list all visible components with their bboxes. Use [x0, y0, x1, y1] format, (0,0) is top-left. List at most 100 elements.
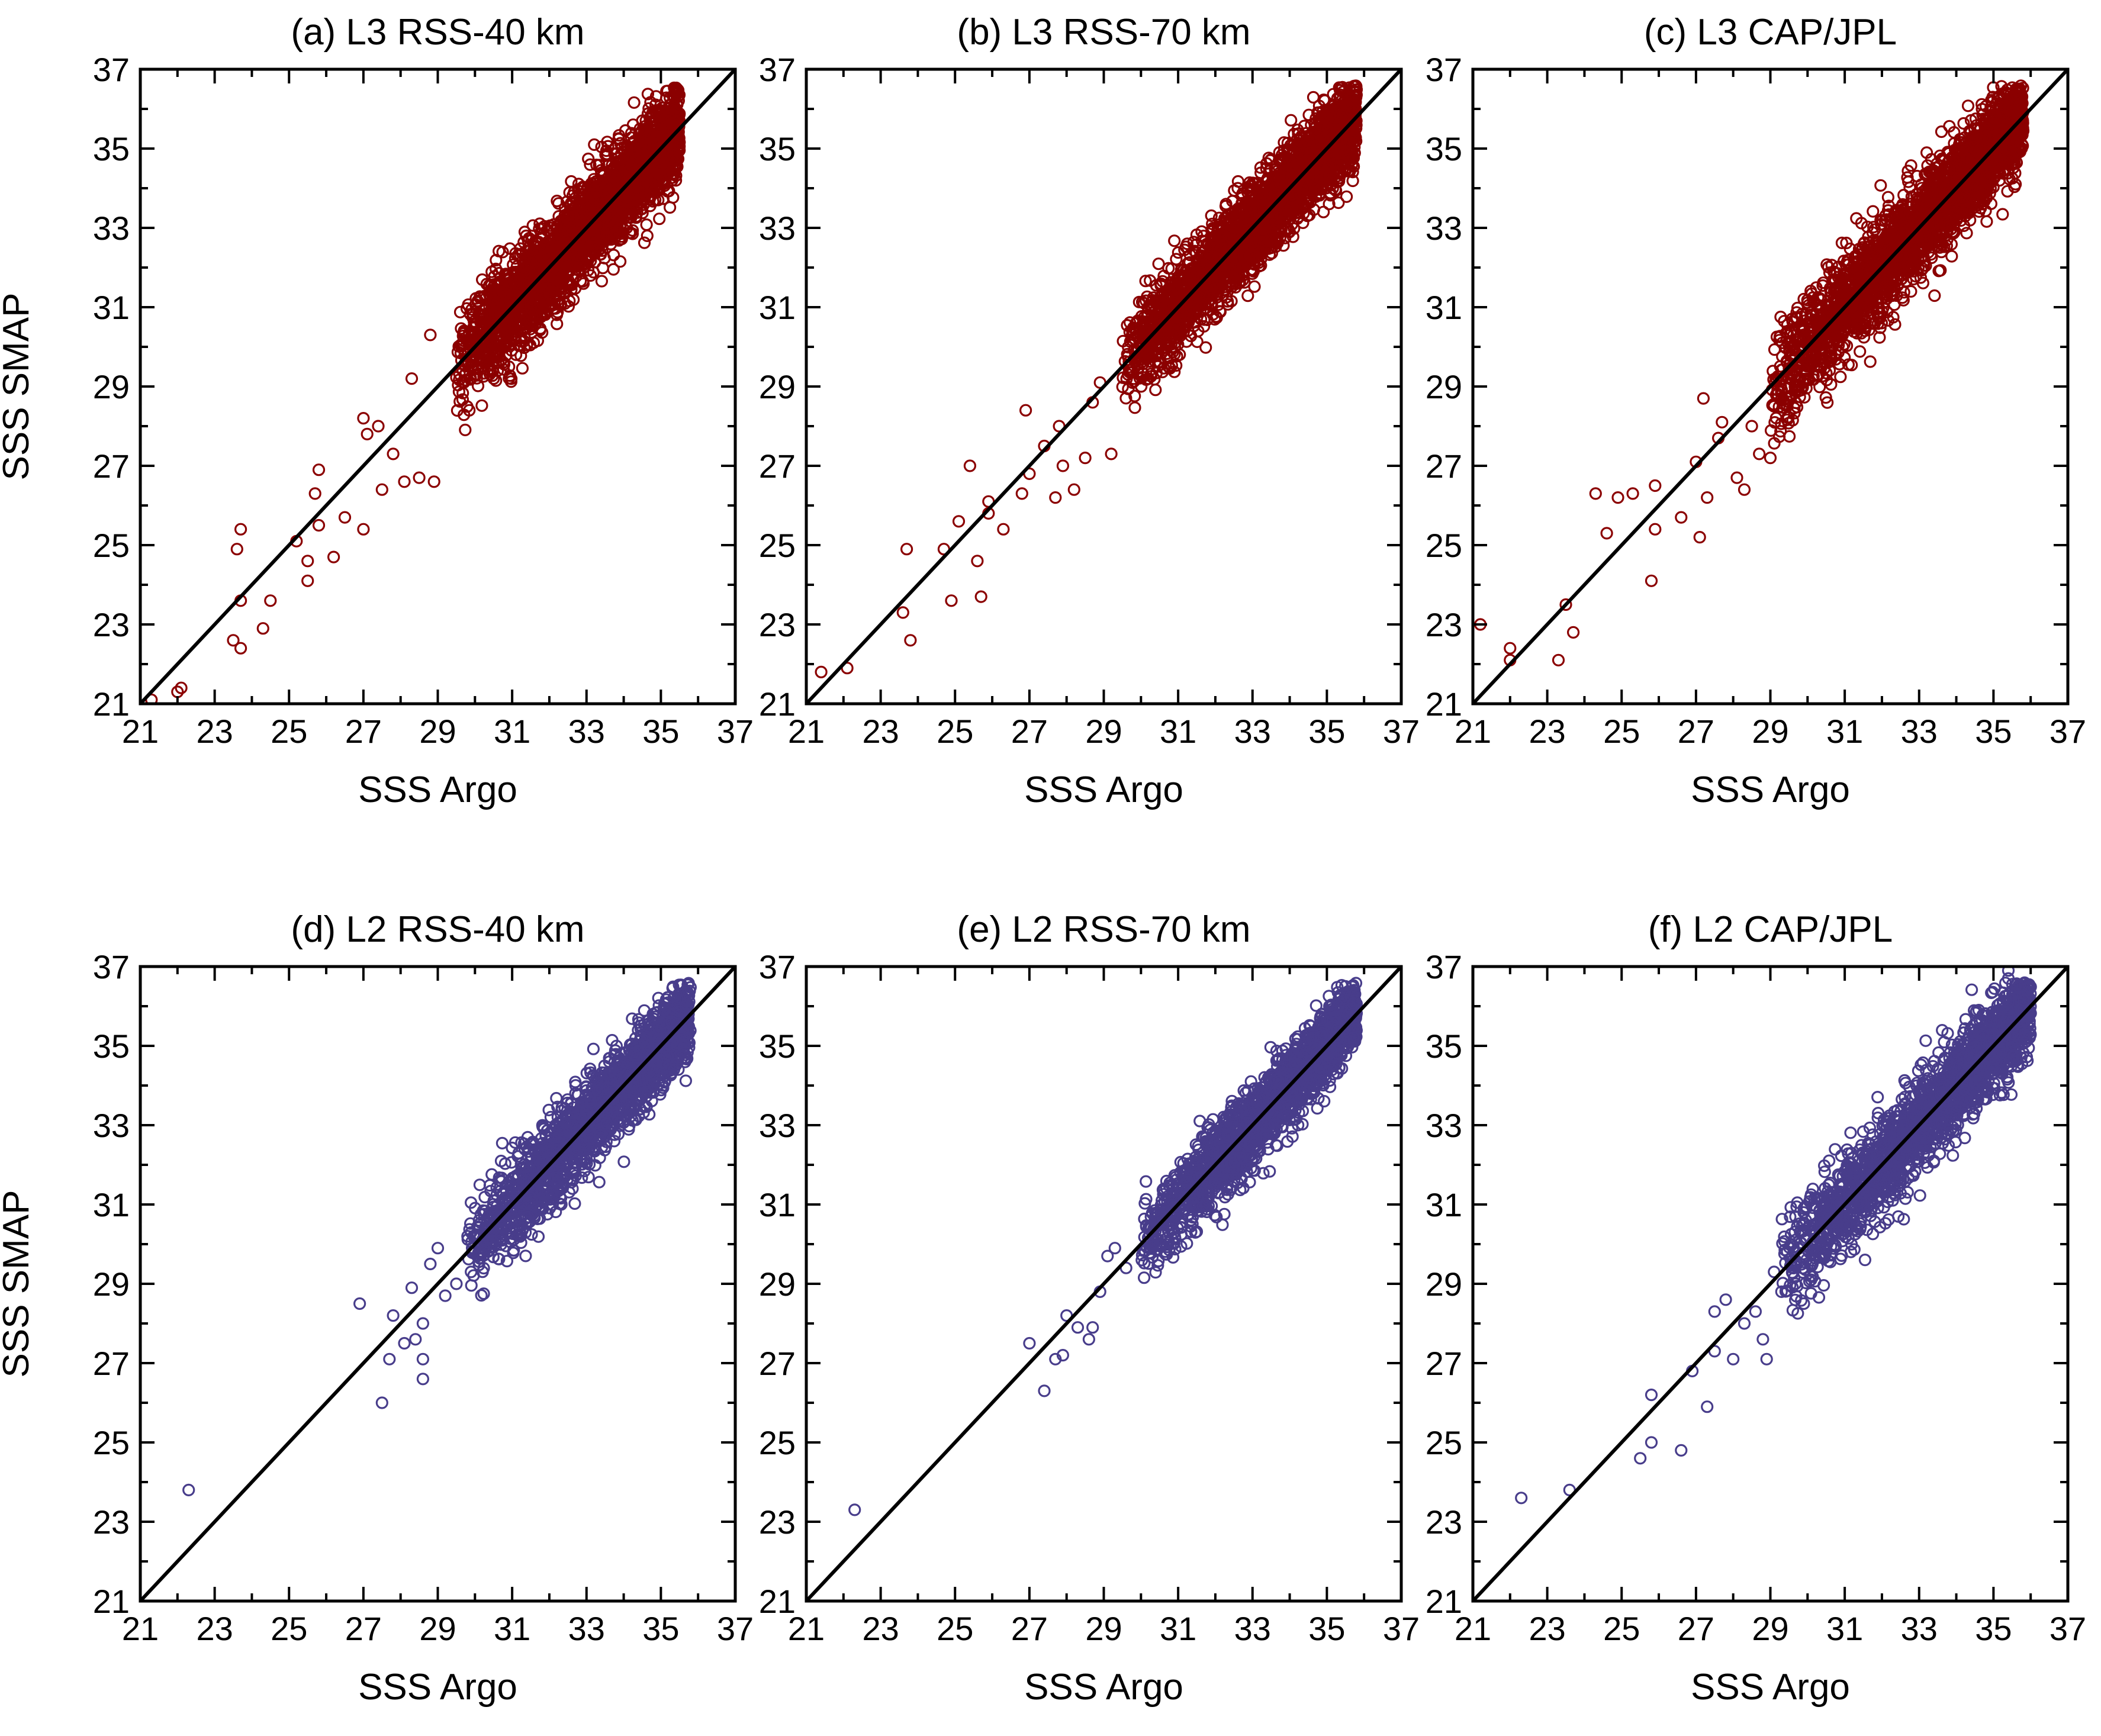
data-point: [357, 523, 370, 536]
data-point: [1170, 350, 1183, 363]
data-point: [661, 137, 674, 150]
data-point: [670, 154, 683, 167]
data-point: [1168, 234, 1181, 247]
data-point: [613, 255, 627, 268]
data-point: [301, 555, 314, 568]
data-point: [535, 310, 548, 323]
data-point: [638, 236, 651, 249]
data-point: [427, 475, 440, 488]
data-point: [664, 121, 677, 134]
data-point: [641, 229, 654, 242]
data-point: [545, 297, 558, 310]
data-point: [517, 341, 531, 355]
data-point: [654, 166, 667, 179]
data-point: [551, 317, 564, 330]
data-point: [175, 681, 188, 694]
data-point: [511, 248, 525, 262]
data-point: [607, 215, 620, 228]
data-point: [256, 622, 269, 635]
data-point: [1195, 225, 1208, 238]
data-point: [474, 290, 487, 303]
data-point: [572, 184, 585, 197]
data-point: [625, 201, 638, 214]
data-point: [525, 278, 539, 291]
data-point: [628, 96, 641, 109]
data-point: [1172, 246, 1185, 259]
data-point: [584, 158, 597, 171]
data-point: [230, 543, 243, 556]
x-tick-label: 33: [568, 713, 605, 750]
data-point: [504, 375, 518, 388]
data-point: [1340, 190, 1353, 203]
data-point: [545, 285, 558, 298]
data-point: [1251, 176, 1265, 189]
data-point: [607, 228, 620, 241]
data-point: [575, 182, 588, 195]
data-point: [234, 523, 247, 536]
data-point: [1138, 311, 1151, 324]
data-point: [459, 423, 472, 437]
data-point: [567, 216, 580, 229]
data-point: [460, 333, 474, 347]
data-point: [514, 242, 527, 255]
data-point: [468, 368, 481, 381]
data-point: [456, 387, 469, 400]
data-point: [471, 379, 485, 392]
data-point: [565, 175, 578, 188]
data-point: [1187, 236, 1201, 249]
x-tick-label: 27: [345, 713, 382, 750]
data-point: [523, 315, 536, 328]
data-point: [561, 209, 574, 222]
data-point: [612, 132, 625, 145]
data-point: [227, 634, 240, 647]
data-point: [424, 328, 437, 342]
data-point: [657, 192, 670, 205]
data-point: [490, 254, 503, 267]
data-point: [607, 263, 620, 276]
data-point: [1128, 389, 1141, 402]
data-point: [1219, 199, 1233, 212]
data-point: [601, 140, 614, 153]
data-point: [375, 483, 388, 496]
data-point: [487, 342, 500, 355]
data-point: [1281, 137, 1294, 150]
data-point: [1128, 401, 1141, 414]
y-tick-label: 23: [93, 606, 130, 643]
data-point: [477, 356, 490, 369]
data-point: [613, 167, 626, 180]
data-point: [617, 205, 631, 218]
data-point: [626, 224, 639, 237]
data-point: [572, 249, 586, 262]
data-point: [616, 183, 629, 196]
data-point: [636, 162, 649, 175]
data-point: [1210, 311, 1223, 324]
x-tick-label: 25: [271, 713, 307, 750]
data-point: [372, 420, 385, 433]
data-point: [516, 263, 530, 276]
data-point: [507, 258, 520, 271]
data-point: [546, 278, 560, 291]
data-point: [453, 305, 467, 318]
data-point: [264, 594, 277, 607]
data-point: [1152, 257, 1165, 270]
data-point: [537, 266, 551, 279]
data-point: [387, 447, 400, 460]
data-point: [562, 299, 575, 313]
data-point: [499, 338, 513, 351]
data-point: [551, 305, 564, 319]
data-point: [1220, 291, 1233, 304]
data-point: [540, 224, 554, 237]
data-point: [661, 144, 674, 157]
data-point: [1346, 174, 1359, 188]
data-point: [405, 372, 419, 385]
y-axis-label: SSS SMAP: [0, 293, 37, 481]
data-point: [599, 148, 612, 161]
data-point: [599, 200, 612, 214]
data-point: [584, 269, 597, 282]
data-point: [604, 168, 617, 181]
data-point: [478, 308, 491, 321]
data-point: [1150, 279, 1163, 292]
x-tick-label: 29: [419, 713, 456, 750]
data-point: [482, 279, 496, 292]
